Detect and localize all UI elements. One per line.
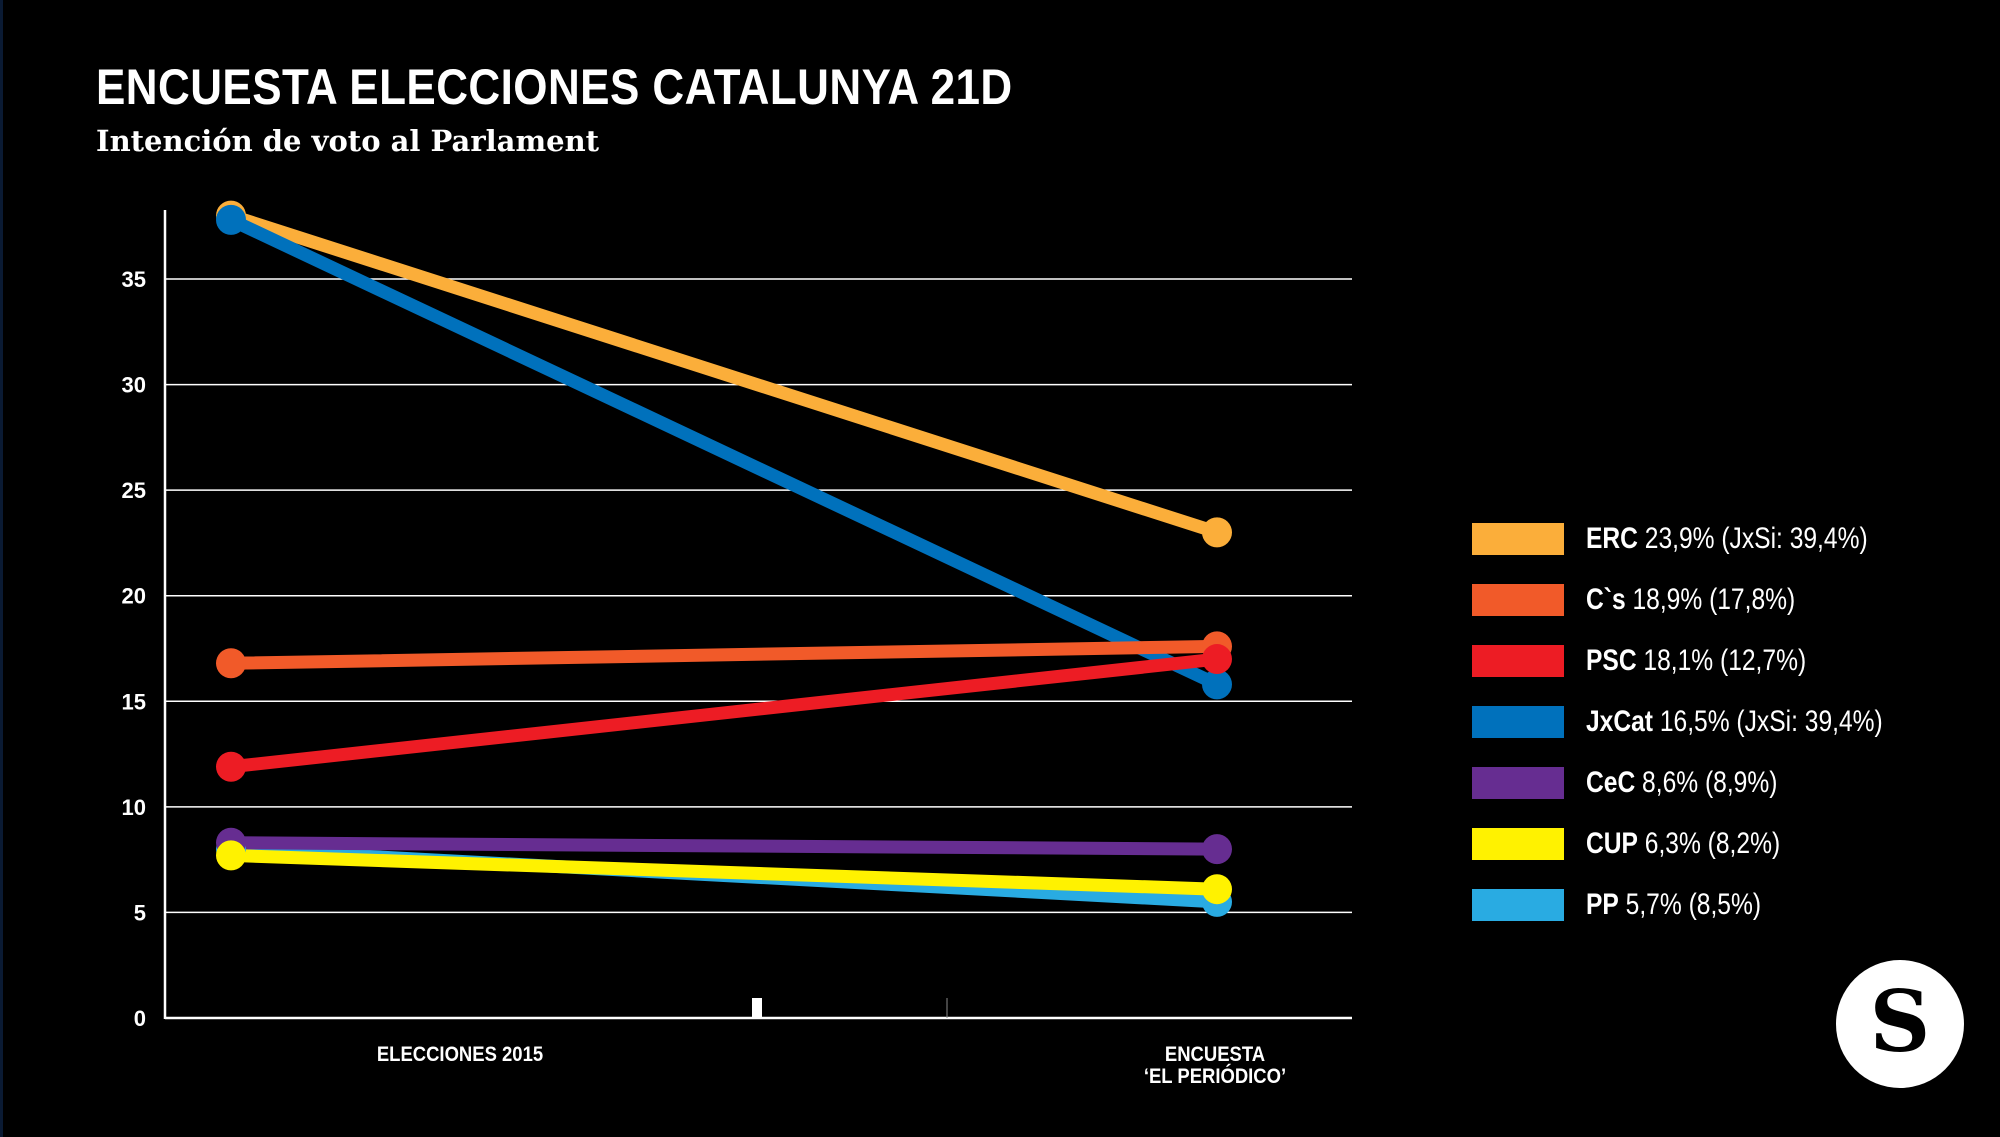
legend-series-name: PP: [1586, 887, 1619, 921]
legend-swatch: [1472, 583, 1564, 616]
legend-series-value: 16,5% (JxSi: 39,4%): [1653, 704, 1883, 738]
legend-swatch: [1472, 827, 1564, 860]
legend-series-name: ERC: [1586, 521, 1638, 555]
series-line-JxCat: [224, 213, 1224, 691]
chart-title: ENCUESTA ELECCIONES CATALUNYA 21D: [96, 59, 1013, 115]
legend-series-name: CeC: [1586, 765, 1636, 799]
legend-label: PSC 18,1% (12,7%): [1586, 644, 1806, 678]
legend-item: CUP 6,3% (8,2%): [1472, 813, 1948, 874]
data-point-PSC: [1202, 644, 1232, 675]
data-point-C`s: [216, 648, 246, 679]
legend-series-name: PSC: [1586, 643, 1637, 677]
y-tick-label: 5: [134, 900, 146, 925]
data-point-ERC: [1202, 517, 1232, 548]
legend-swatch: [1472, 522, 1564, 555]
y-tick-label: 15: [122, 689, 146, 714]
legend-swatch: [1472, 705, 1564, 738]
series-line-ERC: [224, 209, 1224, 539]
legend-item: ERC 23,9% (JxSi: 39,4%): [1472, 508, 1948, 569]
data-point-CUP: [216, 840, 246, 871]
data-point-CeC: [1202, 834, 1232, 865]
legend-series-name: C`s: [1586, 582, 1626, 616]
gridlines: [165, 278, 1352, 914]
axes: [163, 210, 1352, 1020]
legend-series-value: 18,1% (12,7%): [1636, 643, 1807, 677]
legend-series-value: 5,7% (8,5%): [1618, 887, 1762, 921]
legend-item: PSC 18,1% (12,7%): [1472, 630, 1948, 691]
legend-label: CUP 6,3% (8,2%): [1586, 827, 1780, 861]
y-tick-labels: 0 5 10 15 20 25 30 35: [122, 267, 146, 1031]
y-tick-label: 10: [122, 795, 146, 820]
series-line-PSC: [224, 652, 1224, 774]
legend-series-value: 6,3% (8,2%): [1637, 826, 1781, 860]
legend-item: PP 5,7% (8,5%): [1472, 874, 1948, 935]
y-tick-label: 30: [122, 373, 146, 398]
data-point-JxCat: [1202, 669, 1232, 700]
y-tick-label: 35: [122, 267, 146, 292]
legend-label: JxCat 16,5% (JxSi: 39,4%): [1586, 705, 1883, 739]
legend-series-name: CUP: [1586, 826, 1638, 860]
legend-swatch: [1472, 766, 1564, 799]
y-tick-label: 20: [122, 584, 146, 609]
data-point-PSC: [216, 751, 246, 782]
legend-swatch: [1472, 644, 1564, 677]
legend-series-value: 8,6% (8,9%): [1635, 765, 1778, 799]
legend-series-value: 18,9% (17,8%): [1625, 582, 1796, 616]
legend-item: CeC 8,6% (8,9%): [1472, 752, 1948, 813]
x-category-label: ‘EL PERIÓDICO’: [1144, 1063, 1286, 1088]
x-category-labels: ELECCIONES 2015 ENCUESTA‘EL PERIÓDICO’: [377, 1043, 1286, 1088]
legend-item: JxCat 16,5% (JxSi: 39,4%): [1472, 691, 1948, 752]
legend-series-value: 23,9% (JxSi: 39,4%): [1637, 521, 1868, 555]
series-lines: [224, 209, 1224, 909]
series-line-CeC: [224, 836, 1224, 856]
data-point-JxCat: [216, 204, 246, 235]
series-line-C`s: [224, 639, 1224, 670]
chart-subtitle: Intención de voto al Parlament: [96, 124, 600, 158]
legend-swatch: [1472, 888, 1564, 921]
x-category-label: ELECCIONES 2015: [377, 1043, 543, 1066]
legend-series-name: JxCat: [1586, 704, 1654, 738]
series-points: [216, 200, 1232, 917]
y-tick-label: 25: [122, 478, 146, 503]
legend-item: C`s 18,9% (17,8%): [1472, 569, 1948, 630]
legend: ERC 23,9% (JxSi: 39,4%) C`s 18,9% (17,8%)…: [1472, 508, 1948, 935]
y-tick-label: 0: [134, 1006, 146, 1031]
data-point-CUP: [1202, 874, 1232, 905]
legend-label: PP 5,7% (8,5%): [1586, 888, 1761, 922]
legend-label: ERC 23,9% (JxSi: 39,4%): [1586, 522, 1868, 556]
series-line-CUP: [224, 848, 1224, 896]
x-category-label: ENCUESTA: [1165, 1043, 1265, 1066]
legend-label: C`s 18,9% (17,8%): [1586, 583, 1795, 617]
legend-label: CeC 8,6% (8,9%): [1586, 766, 1777, 800]
brand-logo: S: [1836, 960, 1964, 1088]
logo-letter: S: [1869, 972, 1931, 1071]
axis-marker: [752, 998, 762, 1018]
